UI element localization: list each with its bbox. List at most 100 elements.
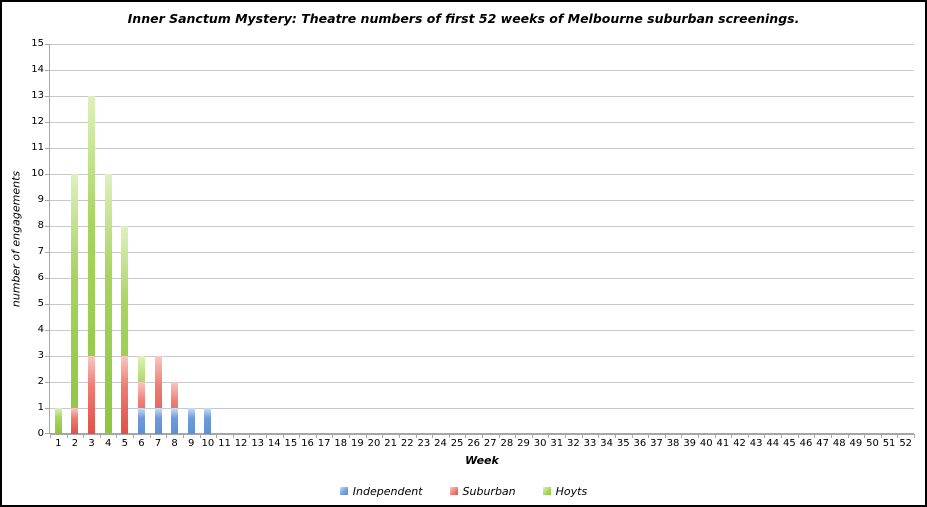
x-tick <box>99 434 101 438</box>
x-tick <box>531 434 533 438</box>
y-tick <box>45 433 50 434</box>
y-tick-label-15: 15 <box>31 38 44 49</box>
bar-week-9-independent <box>187 408 195 434</box>
y-tick-label-11: 11 <box>31 142 44 153</box>
x-tick <box>448 434 450 438</box>
x-tick-label-14: 14 <box>267 438 281 449</box>
y-tick-label-12: 12 <box>31 116 44 127</box>
x-tick <box>299 434 301 438</box>
x-tick-label-23: 23 <box>417 438 431 449</box>
x-tick-label-50: 50 <box>866 438 879 449</box>
x-tick <box>648 434 650 438</box>
x-tick-label-2: 2 <box>71 438 79 449</box>
x-tick <box>116 434 118 438</box>
y-tick-label-3: 3 <box>37 350 44 361</box>
y-tick-label-14: 14 <box>31 64 44 75</box>
x-tick <box>332 434 334 438</box>
y-tick <box>45 174 50 175</box>
x-tick-label-28: 28 <box>500 438 514 449</box>
x-tick-label-39: 39 <box>683 438 697 449</box>
y-tick-label-7: 7 <box>37 246 44 257</box>
x-tick-label-25: 25 <box>450 438 464 449</box>
y-tick <box>45 252 50 253</box>
gridline-y-2 <box>50 382 914 383</box>
y-tick <box>45 278 50 279</box>
bar-week-2-hoyts <box>71 174 79 434</box>
x-tick-label-38: 38 <box>666 438 680 449</box>
gridline-y-15 <box>50 44 914 45</box>
x-tick <box>482 434 483 438</box>
x-tick-label-33: 33 <box>583 438 597 449</box>
bar-week-3-hoyts <box>88 96 96 434</box>
x-tick <box>664 434 666 438</box>
x-tick-label-36: 36 <box>633 438 647 449</box>
x-tick-label-52: 52 <box>899 438 913 449</box>
x-tick-label-15: 15 <box>284 438 298 449</box>
gridline-y-9 <box>50 200 914 201</box>
x-tick <box>631 434 633 438</box>
x-tick <box>50 434 51 438</box>
x-tick <box>747 434 749 438</box>
legend-item-suburban: Suburban <box>449 485 516 498</box>
x-tick <box>897 434 899 438</box>
gridline-y-13 <box>50 96 914 97</box>
y-tick-label-1: 1 <box>37 402 44 413</box>
y-tick-label-4: 4 <box>37 324 44 335</box>
y-tick-label-5: 5 <box>37 298 44 309</box>
x-tick <box>83 434 85 438</box>
gridline-y-6 <box>50 278 914 279</box>
y-tick <box>45 148 50 149</box>
x-tick-label-18: 18 <box>334 438 348 449</box>
x-tick-label-31: 31 <box>550 438 564 449</box>
x-tick-label-35: 35 <box>616 438 630 449</box>
x-tick <box>565 434 567 438</box>
x-tick <box>681 434 683 438</box>
x-tick-label-19: 19 <box>351 438 364 449</box>
gridline-y-1 <box>50 408 914 409</box>
x-axis-title: Week <box>465 454 499 467</box>
y-tick <box>45 96 50 97</box>
x-tick-label-47: 47 <box>816 438 829 449</box>
x-tick-label-29: 29 <box>517 438 530 449</box>
x-tick-label-1: 1 <box>55 438 62 449</box>
x-tick <box>166 434 168 438</box>
plot-area <box>45 44 915 438</box>
y-tick-label-10: 10 <box>31 168 44 179</box>
x-tick <box>232 434 234 438</box>
y-tick-label-2: 2 <box>37 376 44 387</box>
bar-week-5-suburban <box>121 356 129 434</box>
x-tick <box>814 434 816 438</box>
x-tick <box>182 434 184 438</box>
x-tick <box>914 434 915 438</box>
x-tick <box>764 434 766 438</box>
bar-week-5-hoyts <box>121 226 129 434</box>
x-tick-label-4: 4 <box>104 438 112 449</box>
x-tick <box>847 434 849 438</box>
y-tick-label-13: 13 <box>31 90 44 101</box>
x-tick <box>515 434 517 438</box>
x-tick <box>315 434 317 438</box>
x-tick <box>199 434 201 438</box>
gridline-y-10 <box>50 174 914 175</box>
x-tick <box>349 434 351 438</box>
y-tick-label-9: 9 <box>37 194 44 205</box>
y-tick-label-0: 0 <box>37 428 44 439</box>
bar-week-2-suburban <box>71 408 79 434</box>
x-tick <box>598 434 600 438</box>
x-tick-label-49: 49 <box>849 438 863 449</box>
x-tick-label-5: 5 <box>121 438 128 449</box>
x-tick-label-6: 6 <box>138 438 145 449</box>
bar-week-4-hoyts <box>104 174 112 434</box>
x-tick-label-21: 21 <box>384 438 397 449</box>
x-tick <box>432 434 434 438</box>
legend-item-independent: Independent <box>339 485 423 498</box>
x-tick-label-30: 30 <box>533 438 547 449</box>
x-tick-label-44: 44 <box>766 438 780 449</box>
legend-marker-independent-icon <box>339 487 348 495</box>
x-tick <box>548 434 550 438</box>
y-tick <box>45 70 50 71</box>
x-tick-label-32: 32 <box>567 438 580 449</box>
x-tick <box>415 434 417 438</box>
bar-week-7-suburban <box>154 356 162 434</box>
